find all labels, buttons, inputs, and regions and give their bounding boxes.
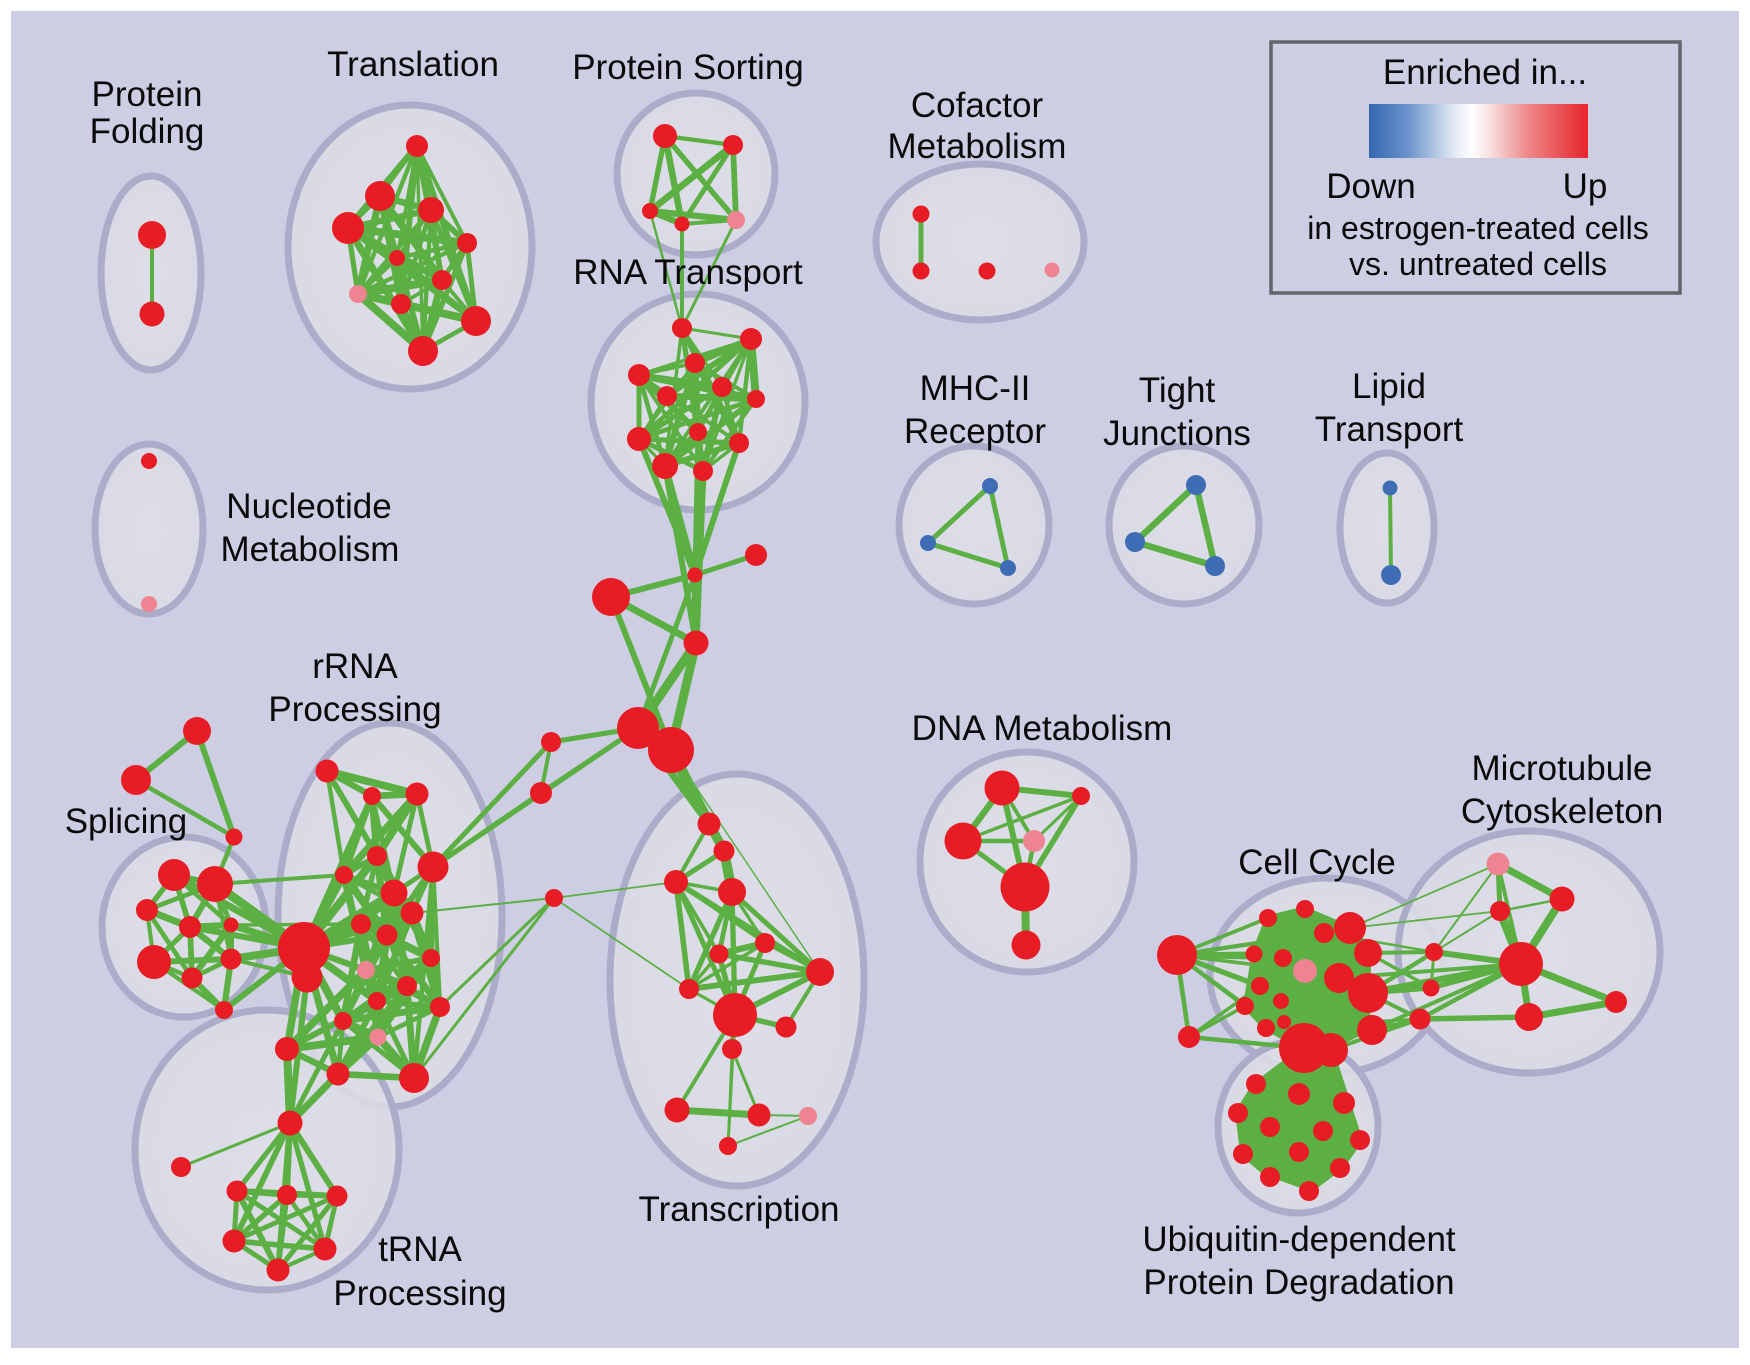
svg-text:in estrogen-treated cells: in estrogen-treated cells <box>1307 210 1649 246</box>
svg-text:Cofactor: Cofactor <box>911 86 1044 125</box>
svg-text:vs. untreated cells: vs. untreated cells <box>1349 246 1607 282</box>
svg-text:Enriched in...: Enriched in... <box>1383 53 1587 92</box>
svg-text:Metabolism: Metabolism <box>888 127 1067 166</box>
svg-text:Nucleotide: Nucleotide <box>226 487 391 526</box>
svg-text:Processing: Processing <box>268 690 441 729</box>
svg-text:Ubiquitin-dependent: Ubiquitin-dependent <box>1142 1220 1456 1259</box>
svg-text:rRNA: rRNA <box>312 647 398 686</box>
svg-text:Up: Up <box>1563 167 1608 206</box>
svg-text:Processing: Processing <box>333 1274 506 1313</box>
svg-text:Translation: Translation <box>327 45 499 84</box>
svg-text:Cytoskeleton: Cytoskeleton <box>1461 792 1663 831</box>
svg-text:Lipid: Lipid <box>1352 367 1426 406</box>
svg-text:tRNA: tRNA <box>378 1230 462 1269</box>
svg-text:Junctions: Junctions <box>1103 414 1251 453</box>
svg-text:Microtubule: Microtubule <box>1472 749 1653 788</box>
svg-text:RNA Transport: RNA Transport <box>573 253 803 292</box>
svg-text:Metabolism: Metabolism <box>221 530 400 569</box>
svg-text:MHC-II: MHC-II <box>920 369 1031 408</box>
svg-text:Protein Degradation: Protein Degradation <box>1143 1263 1454 1302</box>
svg-text:Transcription: Transcription <box>639 1190 840 1229</box>
svg-text:Tight: Tight <box>1139 371 1216 410</box>
svg-text:Receptor: Receptor <box>904 412 1046 451</box>
svg-text:Transport: Transport <box>1315 410 1464 449</box>
svg-text:Protein Sorting: Protein Sorting <box>572 48 804 87</box>
svg-text:Folding: Folding <box>90 112 205 151</box>
svg-text:Cell Cycle: Cell Cycle <box>1238 843 1396 882</box>
svg-text:Protein: Protein <box>92 75 203 114</box>
svg-text:DNA Metabolism: DNA Metabolism <box>912 709 1173 748</box>
svg-text:Down: Down <box>1326 167 1415 206</box>
svg-text:Splicing: Splicing <box>65 802 188 841</box>
